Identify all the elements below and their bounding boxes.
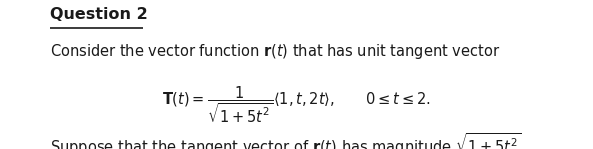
Text: Suppose that the tangent vector of $\mathbf{r}$$(t)$ has magnitude $\sqrt{1+5t^2: Suppose that the tangent vector of $\mat… xyxy=(50,131,525,149)
Text: Consider the vector function $\mathbf{r}$$(t)$ that has unit tangent vector: Consider the vector function $\mathbf{r}… xyxy=(50,42,500,61)
Text: Question 2: Question 2 xyxy=(50,7,148,22)
Text: $\mathbf{T}(t) = \dfrac{1}{\sqrt{1+5t^2}}\langle 1, t, 2t\rangle, \qquad 0 \leq : $\mathbf{T}(t) = \dfrac{1}{\sqrt{1+5t^2}… xyxy=(162,84,431,125)
